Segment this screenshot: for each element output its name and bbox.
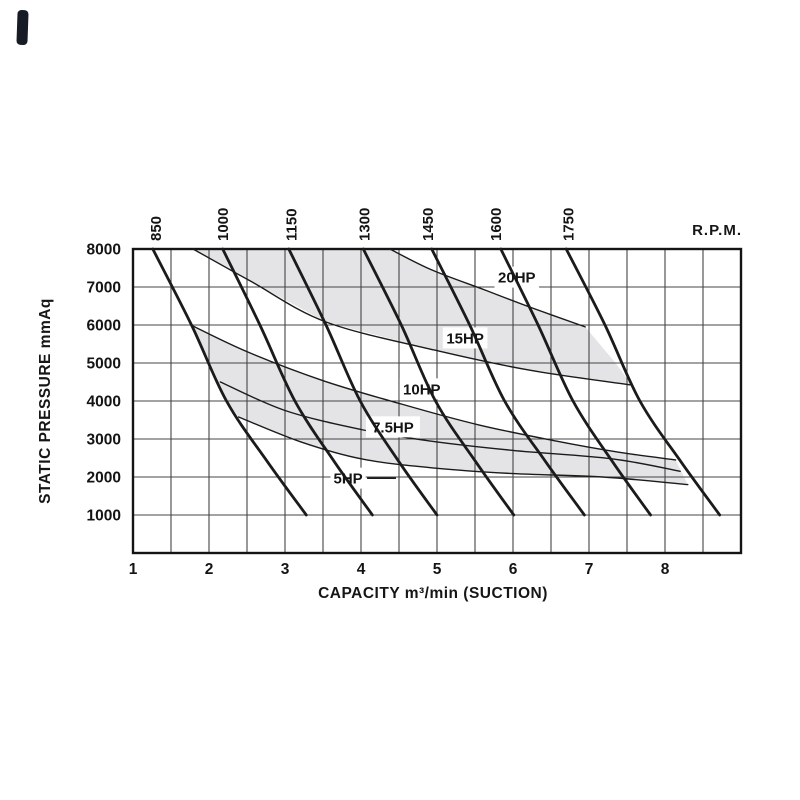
y-tick-label: 5000: [87, 356, 121, 373]
rpm-line-1000: [221, 247, 374, 517]
x-tick-label: 8: [661, 561, 670, 578]
x-tick-label: 3: [281, 561, 290, 578]
hp-curve-label: 5HP: [333, 471, 362, 488]
hp-curve-label: 20HP: [498, 270, 536, 287]
x-tick-label: 1: [129, 561, 138, 578]
x-tick-label: 7: [585, 561, 594, 578]
hp-curve-15hp: [192, 248, 633, 386]
hp-curve-10hp: [190, 324, 677, 461]
hp-curve-label: 10HP: [403, 381, 441, 398]
y-tick-label: 4000: [87, 394, 121, 411]
shaded-band-lower-band: [190, 325, 688, 485]
x-tick-label: 6: [509, 561, 518, 578]
x-tick-label: 2: [205, 561, 214, 578]
hp-curve-5hp: [237, 416, 689, 486]
x-tick-label: 5: [433, 561, 442, 578]
rpm-line-label: 1000: [215, 208, 232, 241]
rpm-axis-title: R.P.M.: [692, 222, 742, 239]
rpm-line-1450: [430, 247, 586, 517]
y-axis-title: STATIC PRESSURE mmAq: [37, 298, 54, 504]
shaded-band-upper-band: [193, 249, 632, 385]
rpm-line-1750: [564, 247, 722, 517]
rpm-line-label: 1450: [420, 208, 437, 241]
rpm-line-label: 850: [148, 216, 165, 241]
hp-curve-20hp: [389, 248, 586, 328]
rpm-line-1300: [361, 247, 516, 517]
hp-label-box: [442, 327, 488, 349]
y-tick-label: 6000: [87, 318, 121, 335]
x-axis-title: CAPACITY m³/min (SUCTION): [318, 585, 548, 602]
hp-curve-label: 7.5HP: [372, 419, 414, 436]
rpm-line-label: 1750: [561, 208, 578, 241]
rpm-line-label: 1300: [356, 208, 373, 241]
y-tick-label: 7000: [87, 280, 121, 297]
rpm-line-1600: [499, 247, 652, 517]
rpm-line-1150: [287, 247, 439, 517]
hp-label-box: [494, 266, 540, 288]
rpm-line-label: 1600: [488, 208, 505, 241]
y-tick-label: 8000: [87, 242, 121, 259]
rpm-line-label: 1150: [283, 208, 300, 241]
y-tick-label: 3000: [87, 432, 121, 449]
hp-label-box: [330, 467, 366, 489]
rpm-line-850: [151, 247, 308, 517]
hp-curve-label: 15HP: [446, 330, 484, 347]
y-tick-label: 1000: [87, 508, 121, 525]
x-tick-label: 4: [357, 561, 366, 578]
plot-border: [131, 247, 743, 555]
y-tick-label: 2000: [87, 470, 121, 487]
